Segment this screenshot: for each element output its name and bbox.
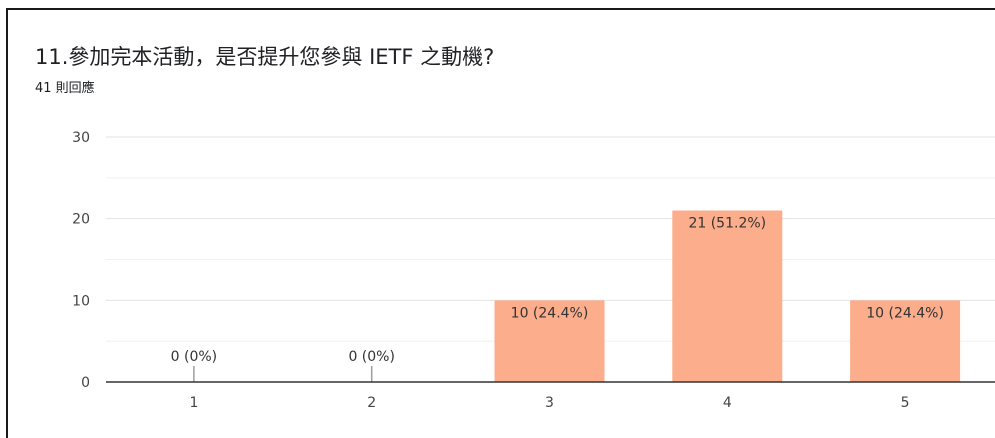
y-tick-label: 10 — [72, 293, 90, 309]
response-count: 41 則回應 — [35, 81, 95, 96]
x-tick-label: 5 — [901, 395, 910, 411]
bar — [672, 210, 783, 382]
card-frame — [6, 8, 995, 438]
data-label: 10 (24.4%) — [866, 305, 944, 321]
y-tick-label: 30 — [72, 130, 90, 146]
x-tick-label: 2 — [367, 395, 376, 411]
bar — [850, 300, 961, 382]
question-title: 11.參加完本活動，是否提升您參與 IETF 之動機? — [35, 45, 495, 69]
x-tick-label: 3 — [545, 395, 554, 411]
bar — [494, 300, 605, 382]
y-tick-label: 20 — [72, 212, 90, 228]
x-tick-label: 1 — [189, 395, 198, 411]
data-label: 0 (0%) — [348, 349, 395, 365]
data-label: 0 (0%) — [171, 349, 218, 365]
x-tick-label: 4 — [723, 395, 732, 411]
data-label: 10 (24.4%) — [511, 305, 589, 321]
data-label: 21 (51.2%) — [688, 216, 766, 232]
y-tick-label: 0 — [81, 375, 90, 391]
bar-chart: 0 10 20 30 0 (0%) 1 0 (0%) 2 10 (24.4%) 3 21 (51.2… — [72, 130, 995, 411]
